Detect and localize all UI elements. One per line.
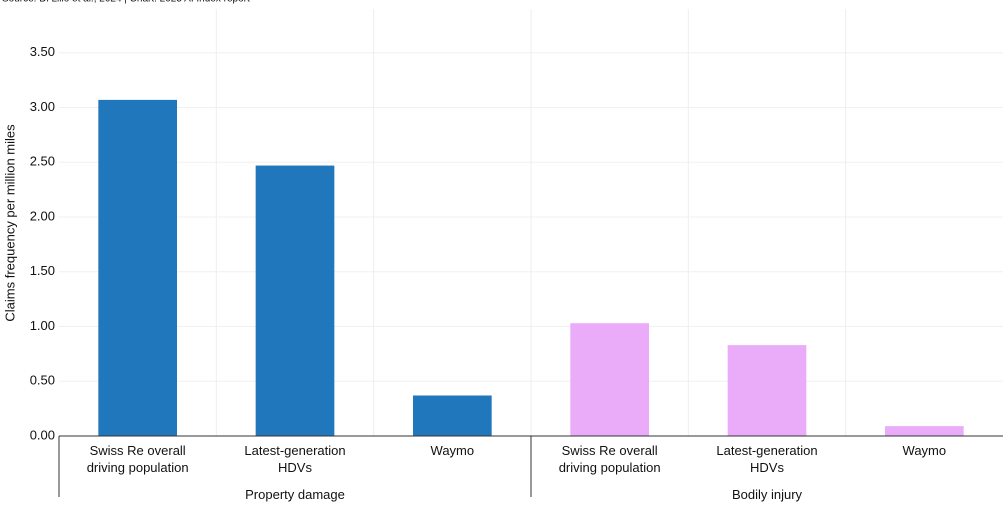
source: Source: Di Lillo et al., 2024 | Chart: 2… [2,0,250,5]
y-tick-label: 3.00 [30,99,55,114]
x-tick-label: Waymo [430,443,475,458]
x-tick-label: Swiss Re overall driving population [86,443,189,475]
y-tick-label: 2.00 [30,208,55,223]
y-tick-label: 3.50 [30,44,55,59]
x-tick-label: Waymo [902,443,947,458]
bar [727,345,807,436]
bar [413,395,492,436]
x-tick-label: Latest-generation HDVs [244,443,346,475]
bar [885,426,964,436]
x-tick-label: Swiss Re overall driving population [558,443,661,475]
group-label: Property damage [245,487,345,502]
bar [98,99,177,436]
group-label: Bodily injury [731,487,803,502]
bar [255,165,335,437]
y-tick-label: 1.50 [30,263,55,278]
y-tick-label: 2.50 [30,154,55,169]
y-axis-label: Claims frequency per million miles [2,124,17,322]
bar [570,323,649,436]
x-tick-label: Latest-generation HDVs [716,443,818,475]
y-tick-label: 0.50 [30,373,55,388]
y-tick-label: 1.00 [30,318,55,333]
y-tick-label: 0.00 [30,427,55,442]
